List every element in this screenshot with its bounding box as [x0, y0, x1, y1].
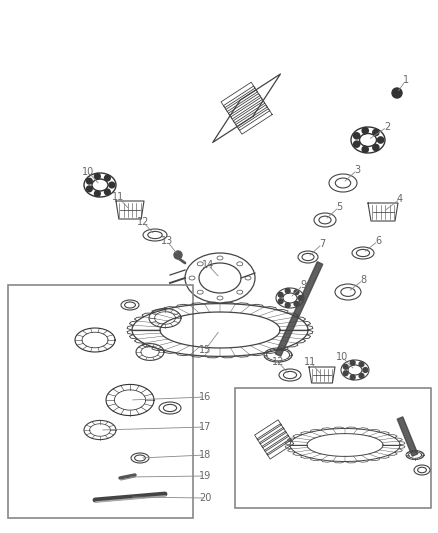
Circle shape — [174, 251, 182, 259]
Text: 1: 1 — [403, 75, 409, 85]
Circle shape — [86, 178, 92, 184]
Bar — [8, 285, 193, 518]
Circle shape — [392, 88, 402, 98]
Text: 10: 10 — [82, 167, 94, 177]
Text: 8: 8 — [360, 275, 366, 285]
Circle shape — [359, 374, 364, 378]
Circle shape — [362, 127, 368, 134]
Circle shape — [278, 293, 283, 297]
Circle shape — [105, 189, 110, 195]
Text: 13: 13 — [161, 236, 173, 246]
Circle shape — [109, 182, 115, 188]
Circle shape — [353, 133, 360, 139]
Circle shape — [378, 137, 384, 143]
Polygon shape — [275, 262, 323, 356]
Circle shape — [105, 175, 110, 181]
Text: 4: 4 — [397, 194, 403, 204]
Text: 12: 12 — [272, 357, 284, 367]
Text: 11: 11 — [112, 192, 124, 202]
Circle shape — [95, 191, 100, 197]
Bar — [235, 388, 431, 508]
Circle shape — [373, 144, 379, 151]
Text: 7: 7 — [319, 239, 325, 249]
Circle shape — [343, 365, 348, 369]
Circle shape — [359, 362, 364, 367]
Circle shape — [86, 186, 92, 192]
Text: 19: 19 — [199, 471, 211, 481]
Circle shape — [343, 371, 348, 376]
Circle shape — [298, 296, 303, 301]
Text: 3: 3 — [354, 165, 360, 175]
Circle shape — [294, 301, 299, 306]
Circle shape — [294, 290, 299, 295]
Text: 16: 16 — [199, 392, 211, 402]
Circle shape — [285, 288, 290, 293]
Text: 11: 11 — [304, 357, 316, 367]
Text: 5: 5 — [336, 202, 342, 212]
Text: 20: 20 — [199, 493, 211, 503]
Text: 17: 17 — [199, 422, 211, 432]
Text: 2: 2 — [384, 122, 390, 132]
Text: 18: 18 — [199, 450, 211, 460]
Circle shape — [350, 360, 355, 365]
Text: 12: 12 — [137, 217, 149, 227]
Circle shape — [373, 130, 379, 135]
Text: 6: 6 — [375, 236, 381, 246]
Circle shape — [362, 146, 368, 152]
Text: 15: 15 — [199, 345, 211, 355]
Polygon shape — [397, 417, 418, 456]
Circle shape — [363, 368, 368, 373]
Text: 10: 10 — [336, 352, 348, 362]
Text: 9: 9 — [300, 280, 306, 290]
Text: 14: 14 — [202, 260, 214, 270]
Circle shape — [278, 299, 283, 304]
Circle shape — [285, 303, 290, 308]
Circle shape — [353, 141, 360, 147]
Circle shape — [350, 375, 355, 379]
Circle shape — [95, 173, 100, 179]
